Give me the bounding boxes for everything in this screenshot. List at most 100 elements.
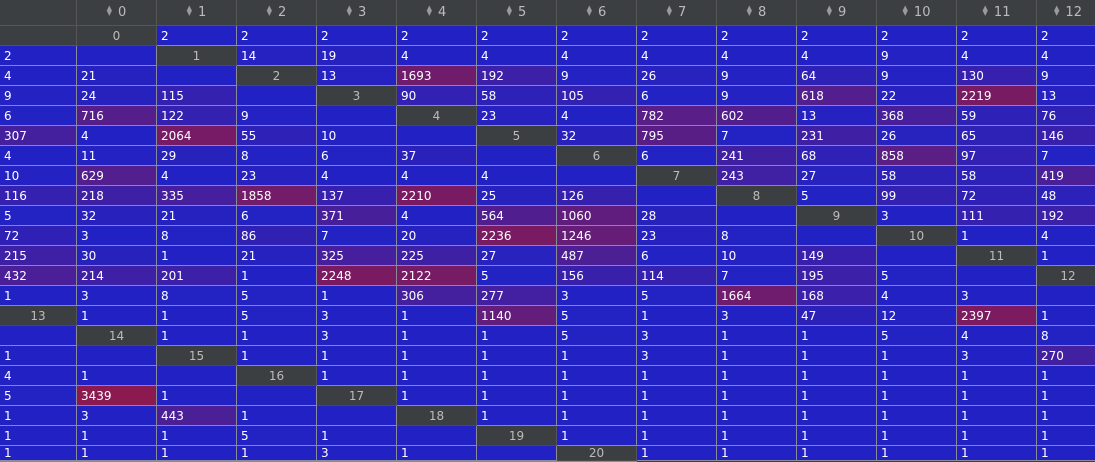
- table-cell[interactable]: 2064: [157, 126, 237, 146]
- table-cell[interactable]: 6: [637, 246, 717, 266]
- table-cell[interactable]: 5: [797, 186, 877, 206]
- table-cell[interactable]: 443: [157, 406, 237, 426]
- table-cell[interactable]: 2: [397, 26, 477, 46]
- table-cell[interactable]: 1: [317, 426, 397, 446]
- table-cell[interactable]: 243: [717, 166, 797, 186]
- column-header-9[interactable]: ▲ ▼ 9: [797, 0, 877, 26]
- table-cell[interactable]: 716: [77, 106, 157, 126]
- column-header-11[interactable]: ▲ ▼ 11: [957, 0, 1037, 26]
- table-cell[interactable]: 168: [797, 286, 877, 306]
- table-cell[interactable]: 48: [1037, 186, 1095, 206]
- table-cell[interactable]: 2: [317, 26, 397, 46]
- table-cell[interactable]: 9: [877, 46, 957, 66]
- table-cell[interactable]: 277: [477, 286, 557, 306]
- table-cell[interactable]: 8: [157, 286, 237, 306]
- table-cell[interactable]: 21: [157, 206, 237, 226]
- table-cell[interactable]: 21: [237, 246, 317, 266]
- table-cell[interactable]: 3: [957, 346, 1037, 366]
- table-cell[interactable]: 29: [157, 146, 237, 166]
- table-cell[interactable]: 371: [317, 206, 397, 226]
- table-cell[interactable]: 9: [717, 66, 797, 86]
- column-header-4[interactable]: ▲ ▼ 4: [397, 0, 477, 26]
- sort-icon[interactable]: ▲ ▼: [186, 3, 193, 17]
- table-cell[interactable]: 4: [477, 46, 557, 66]
- column-header-2[interactable]: ▲ ▼ 2: [237, 0, 317, 26]
- table-cell[interactable]: 4: [0, 66, 77, 86]
- table-cell[interactable]: 47: [797, 306, 877, 326]
- sort-icon[interactable]: ▲ ▼: [982, 3, 988, 17]
- table-cell[interactable]: 1: [1037, 366, 1095, 386]
- table-cell[interactable]: 1: [877, 366, 957, 386]
- table-cell[interactable]: 3: [77, 406, 157, 426]
- table-cell[interactable]: 4: [477, 166, 557, 186]
- table-cell[interactable]: 214: [77, 266, 157, 286]
- table-cell[interactable]: 629: [77, 166, 157, 186]
- sort-icon[interactable]: ▲ ▼: [746, 3, 753, 17]
- table-cell[interactable]: 3: [637, 326, 717, 346]
- sort-icon[interactable]: ▲ ▼: [666, 3, 673, 17]
- table-cell[interactable]: 4: [717, 46, 797, 66]
- table-cell[interactable]: 6: [317, 146, 397, 166]
- table-cell[interactable]: 195: [797, 266, 877, 286]
- table-cell[interactable]: 225: [397, 246, 477, 266]
- table-cell[interactable]: 4: [1037, 226, 1095, 246]
- table-cell[interactable]: 72: [957, 186, 1037, 206]
- column-header-1[interactable]: ▲ ▼ 1: [157, 0, 237, 26]
- table-cell[interactable]: 4: [557, 46, 637, 66]
- table-cell[interactable]: 1: [877, 426, 957, 446]
- sort-icon[interactable]: ▲ ▼: [1054, 3, 1060, 17]
- table-cell[interactable]: 3: [637, 346, 717, 366]
- table-cell[interactable]: 10: [717, 246, 797, 266]
- column-header-10[interactable]: ▲ ▼ 10: [877, 0, 957, 26]
- table-cell[interactable]: 5: [237, 286, 317, 306]
- table-cell[interactable]: 1: [397, 446, 477, 461]
- table-cell[interactable]: 2122: [397, 266, 477, 286]
- table-cell[interactable]: 1: [0, 406, 77, 426]
- table-cell[interactable]: 1: [237, 346, 317, 366]
- table-cell[interactable]: 3: [717, 306, 797, 326]
- table-cell[interactable]: 201: [157, 266, 237, 286]
- sort-icon[interactable]: ▲ ▼: [902, 3, 908, 17]
- table-cell[interactable]: 1: [317, 346, 397, 366]
- table-cell[interactable]: 2: [957, 26, 1037, 46]
- table-cell[interactable]: 1246: [557, 226, 637, 246]
- table-cell[interactable]: 27: [477, 246, 557, 266]
- table-cell[interactable]: 1: [637, 446, 717, 461]
- table-cell[interactable]: 3: [77, 226, 157, 246]
- sort-icon[interactable]: ▲ ▼: [106, 3, 113, 17]
- table-cell[interactable]: 8: [237, 146, 317, 166]
- table-cell[interactable]: 8: [157, 226, 237, 246]
- table-cell[interactable]: 1: [717, 366, 797, 386]
- table-cell[interactable]: 3: [957, 286, 1037, 306]
- table-cell[interactable]: 858: [877, 146, 957, 166]
- table-cell[interactable]: 4: [397, 166, 477, 186]
- table-cell[interactable]: 1: [797, 346, 877, 366]
- column-header-3[interactable]: ▲ ▼ 3: [317, 0, 397, 26]
- table-cell[interactable]: 130: [957, 66, 1037, 86]
- table-cell[interactable]: 1: [477, 326, 557, 346]
- table-cell[interactable]: 4: [397, 46, 477, 66]
- table-cell[interactable]: 1: [77, 366, 157, 386]
- table-cell[interactable]: 4: [0, 366, 77, 386]
- table-cell[interactable]: 4: [957, 46, 1037, 66]
- table-cell[interactable]: 114: [637, 266, 717, 286]
- table-cell[interactable]: 3: [557, 286, 637, 306]
- table-cell[interactable]: 1: [0, 446, 77, 461]
- table-cell[interactable]: 9: [557, 66, 637, 86]
- table-cell[interactable]: 1: [1037, 386, 1095, 406]
- table-cell[interactable]: 1: [877, 386, 957, 406]
- table-cell[interactable]: 2: [637, 26, 717, 46]
- table-cell[interactable]: 1: [717, 386, 797, 406]
- table-cell[interactable]: 156: [557, 266, 637, 286]
- table-cell[interactable]: 1: [317, 286, 397, 306]
- table-cell[interactable]: 1: [397, 366, 477, 386]
- table-cell[interactable]: 618: [797, 86, 877, 106]
- table-cell[interactable]: 1693: [397, 66, 477, 86]
- table-cell[interactable]: 1: [397, 386, 477, 406]
- table-cell[interactable]: 1: [557, 386, 637, 406]
- table-cell[interactable]: 1: [717, 346, 797, 366]
- table-cell[interactable]: 1: [237, 446, 317, 461]
- table-cell[interactable]: 76: [1037, 106, 1095, 126]
- table-cell[interactable]: 2: [1037, 26, 1095, 46]
- table-cell[interactable]: 11: [77, 146, 157, 166]
